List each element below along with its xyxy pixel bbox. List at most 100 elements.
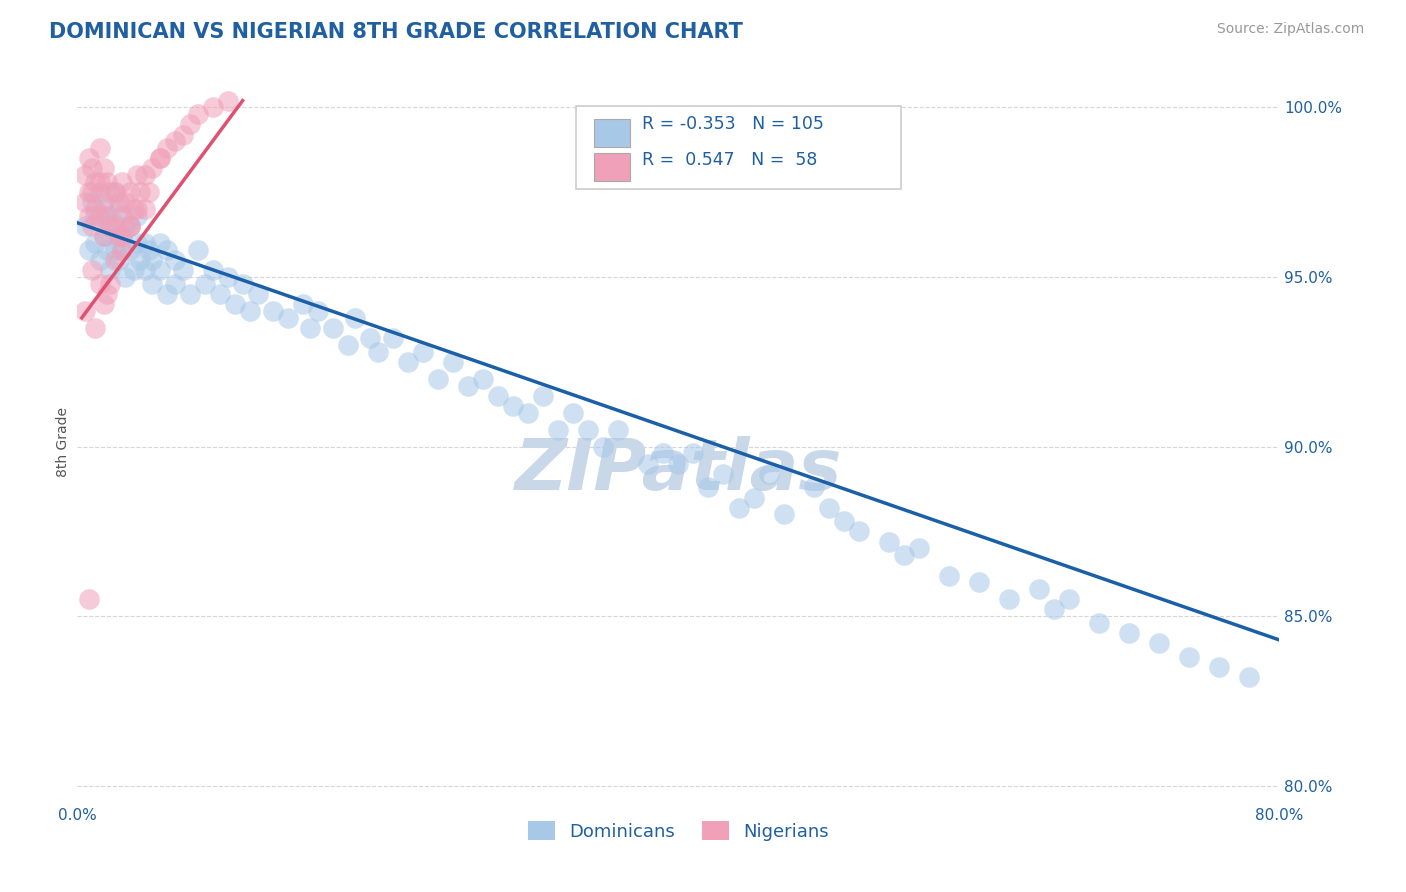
Point (124, 202, 146, 217)
Point (938, 568, 960, 582)
Point (517, 406, 540, 420)
Point (531, 389, 554, 403)
Point (100, 185, 122, 199)
Point (104, 243, 127, 257)
Point (89, 141, 111, 155)
Point (172, 128, 194, 142)
Point (262, 304, 284, 318)
Point (96, 219, 118, 234)
Bar (595, 153, 630, 181)
Point (562, 406, 585, 420)
Point (179, 117, 201, 131)
Text: ZIPatlas: ZIPatlas (515, 436, 842, 505)
Point (108, 229, 131, 244)
Point (682, 446, 704, 460)
Point (84, 236, 107, 251)
Point (457, 378, 479, 392)
Point (96, 287, 118, 301)
Point (134, 263, 156, 277)
Point (186, 243, 209, 257)
Point (100, 277, 122, 291)
Point (111, 229, 134, 244)
Point (114, 270, 136, 285)
Point (209, 287, 232, 301)
Point (697, 480, 720, 494)
Bar (595, 119, 630, 147)
Point (79, 151, 101, 165)
Point (201, 100, 224, 114)
Point (141, 277, 163, 291)
Point (82, 185, 104, 199)
Point (336, 338, 359, 352)
Point (1149, 636, 1171, 650)
Point (108, 253, 131, 268)
Point (111, 229, 134, 244)
Point (396, 355, 419, 369)
Point (592, 440, 614, 454)
Point (1118, 626, 1140, 640)
Point (1028, 582, 1050, 596)
Point (89, 209, 111, 223)
Point (998, 592, 1021, 607)
Point (141, 161, 163, 176)
Point (201, 263, 224, 277)
Point (486, 389, 509, 403)
Point (111, 175, 134, 189)
Point (1208, 660, 1230, 674)
Point (93, 297, 115, 311)
Point (772, 508, 794, 522)
Point (84, 321, 107, 335)
Point (104, 229, 127, 244)
Point (668, 457, 690, 471)
Point (637, 457, 659, 471)
Point (742, 491, 765, 505)
Point (96, 243, 118, 257)
Point (817, 500, 839, 515)
Point (803, 480, 825, 494)
Text: R = -0.353   N = 105: R = -0.353 N = 105 (643, 115, 824, 133)
Point (141, 253, 163, 268)
Point (149, 151, 172, 165)
Point (441, 355, 464, 369)
Point (93, 229, 115, 244)
Point (96, 175, 118, 189)
Point (156, 287, 179, 301)
FancyBboxPatch shape (576, 105, 901, 189)
Point (84, 175, 107, 189)
Point (1239, 670, 1261, 684)
Point (239, 304, 262, 318)
Point (104, 219, 127, 234)
Point (186, 107, 209, 121)
Point (129, 253, 152, 268)
Point (89, 185, 111, 199)
Point (149, 151, 172, 165)
Point (124, 263, 146, 277)
Point (82, 219, 104, 234)
Point (1043, 602, 1066, 616)
Point (163, 134, 186, 148)
Point (111, 209, 134, 223)
Point (299, 321, 322, 335)
Point (217, 94, 239, 108)
Point (118, 243, 141, 257)
Text: R =  0.547   N =  58: R = 0.547 N = 58 (643, 151, 818, 169)
Point (100, 209, 122, 223)
Point (129, 185, 152, 199)
Point (163, 253, 186, 268)
Point (832, 514, 855, 528)
Point (156, 243, 179, 257)
Point (359, 331, 381, 345)
Point (179, 287, 201, 301)
Point (277, 310, 299, 325)
Point (93, 161, 115, 176)
Point (307, 304, 329, 318)
Point (502, 399, 524, 413)
Point (713, 467, 735, 481)
Point (73, 168, 96, 182)
Point (89, 253, 111, 268)
Point (73, 219, 96, 234)
Point (134, 236, 156, 251)
Point (472, 372, 495, 386)
Point (163, 277, 186, 291)
Point (149, 236, 172, 251)
